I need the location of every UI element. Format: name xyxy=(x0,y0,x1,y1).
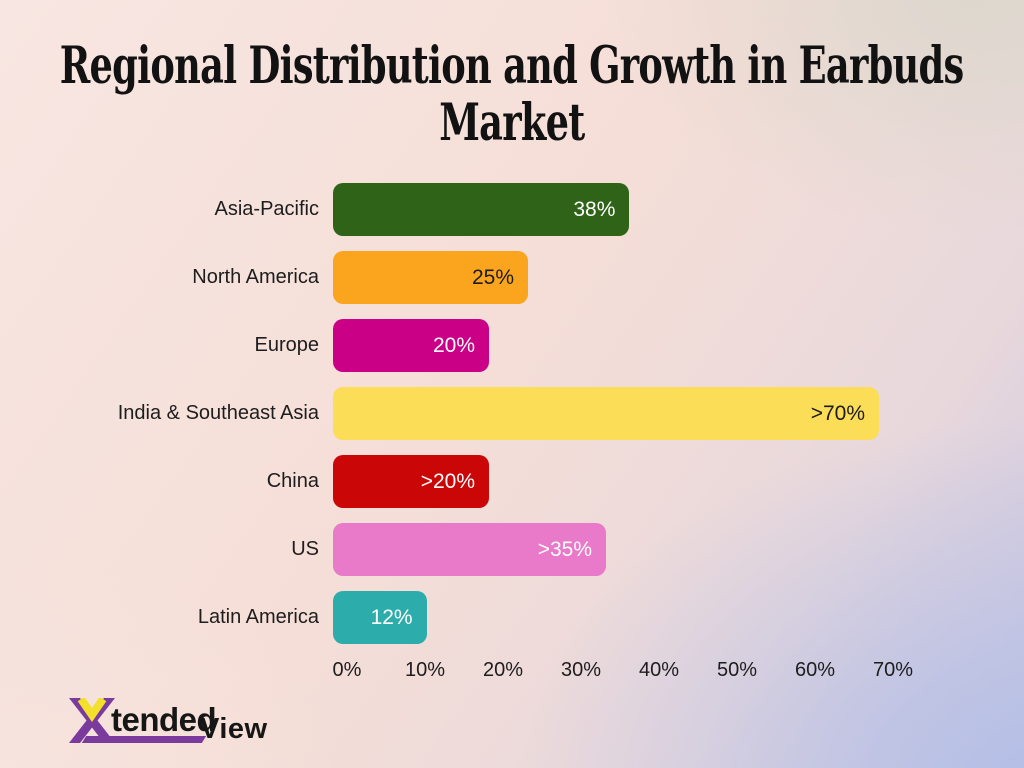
bar: 38% xyxy=(333,183,630,236)
brand-logo: tended View xyxy=(68,698,288,750)
bar-value-label: >35% xyxy=(537,537,592,561)
logo-text-view: View xyxy=(200,713,268,745)
page-title-line1: Regional Distribution and Growth in Earb… xyxy=(60,36,964,96)
x-axis-tick: 50% xyxy=(716,659,758,681)
x-axis-tick: 60% xyxy=(794,659,836,681)
chart-row: Latin America 12% xyxy=(0,591,1024,644)
category-label: Asia-Pacific xyxy=(214,198,319,220)
x-axis-tick: 20% xyxy=(482,659,524,681)
chart-row: India & Southeast Asia >70% xyxy=(0,387,1024,440)
category-label: US xyxy=(291,538,319,560)
category-label: North America xyxy=(192,266,319,288)
page-title: Regional Distribution and Growth in Earb… xyxy=(0,38,1024,152)
bar-track: >20% xyxy=(333,455,879,508)
x-axis: 0% 10% 20% 30% 40% 50% 60% 70% xyxy=(333,659,913,689)
bar-chart: Asia-Pacific 38% North America 25% Europe 20%… xyxy=(0,183,1024,689)
bar-value-label: 25% xyxy=(471,265,514,289)
chart-row: US >35% xyxy=(0,523,1024,576)
bar-value-label: 20% xyxy=(432,333,475,357)
category-label: India & Southeast Asia xyxy=(117,402,319,424)
bar-value-label: >70% xyxy=(810,401,865,425)
chart-row: China >20% xyxy=(0,455,1024,508)
bar-track: 38% xyxy=(333,183,879,236)
bar-chart-rows: Asia-Pacific 38% North America 25% Europe 20%… xyxy=(0,183,1024,644)
chart-row: Asia-Pacific 38% xyxy=(0,183,1024,236)
category-label: China xyxy=(266,470,319,492)
bar: >20% xyxy=(333,455,489,508)
logo-text-tended: tended xyxy=(111,701,217,738)
bar-value-label: >20% xyxy=(420,469,475,493)
bar: 25% xyxy=(333,251,528,304)
bar: 12% xyxy=(333,591,427,644)
page-title-line2: Market xyxy=(439,93,585,153)
bar: 20% xyxy=(333,319,489,372)
x-axis-tick: 40% xyxy=(638,659,680,681)
bar-value-label: 38% xyxy=(573,197,616,221)
bar-track: 20% xyxy=(333,319,879,372)
bar: >35% xyxy=(333,523,606,576)
x-axis-tick: 30% xyxy=(560,659,602,681)
bar-track: 12% xyxy=(333,591,879,644)
logo-x-icon xyxy=(69,698,115,743)
category-label: Latin America xyxy=(197,606,319,628)
bar: >70% xyxy=(333,387,879,440)
x-axis-tick: 70% xyxy=(872,659,914,681)
bar-track: >35% xyxy=(333,523,879,576)
bar-track: >70% xyxy=(333,387,879,440)
chart-row: North America 25% xyxy=(0,251,1024,304)
bar-track: 25% xyxy=(333,251,879,304)
x-axis-tick: 0% xyxy=(332,659,362,681)
category-label: Europe xyxy=(254,334,320,356)
bar-value-label: 12% xyxy=(370,605,413,629)
chart-row: Europe 20% xyxy=(0,319,1024,372)
x-axis-tick: 10% xyxy=(404,659,446,681)
